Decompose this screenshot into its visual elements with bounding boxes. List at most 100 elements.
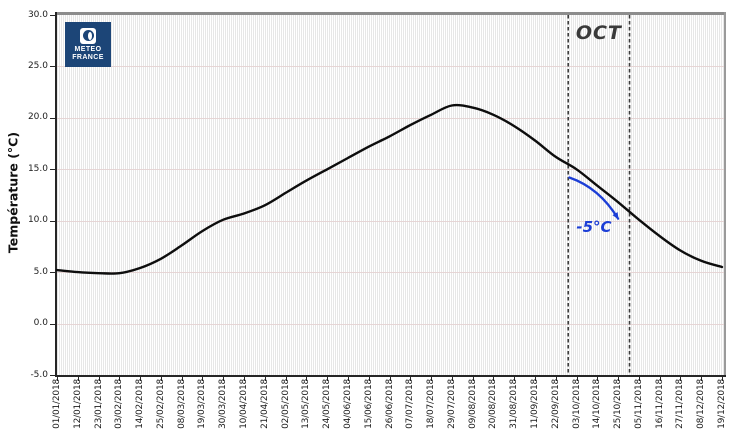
x-tick-label: 08/03/2018 [176, 379, 187, 429]
y-tick-mark [50, 15, 55, 16]
x-tick-mark [327, 377, 329, 381]
x-tick-mark [306, 377, 308, 381]
x-tick-label: 27/11/2018 [675, 379, 686, 429]
plot-border-top [55, 12, 726, 15]
x-tick-label: 21/04/2018 [259, 379, 270, 429]
x-axis-line [55, 375, 726, 377]
x-tick-mark [493, 377, 495, 381]
x-tick-mark [534, 377, 536, 381]
h-gridline [57, 117, 724, 119]
y-tick-label: 10.0 [27, 215, 48, 226]
x-tick-label: 23/01/2018 [93, 379, 104, 429]
x-tick-label: 04/06/2018 [342, 379, 353, 429]
x-tick-mark [618, 377, 620, 381]
h-gridline [57, 272, 724, 274]
x-tick-label: 31/08/2018 [509, 379, 520, 429]
x-tick-mark [181, 377, 183, 381]
x-tick-mark [160, 377, 162, 381]
temp-drop-annotation: -5°C [576, 217, 612, 236]
x-tick-mark [98, 377, 100, 381]
x-tick-mark [472, 377, 474, 381]
h-gridline [57, 323, 724, 325]
x-tick-label: 08/12/2018 [696, 379, 707, 429]
x-tick-label: 12/01/2018 [72, 379, 83, 429]
meteo-france-symbol-icon [80, 27, 96, 44]
plot-border-right [724, 12, 726, 377]
y-tick-label: 0.0 [33, 318, 48, 329]
meteo-france-logo: METEO FRANCE [65, 22, 111, 67]
x-tick-mark [638, 377, 640, 381]
y-tick-label: 5.0 [33, 266, 48, 277]
x-tick-label: 29/07/2018 [446, 379, 457, 429]
x-tick-mark [119, 377, 121, 381]
x-tick-mark [514, 377, 516, 381]
x-tick-mark [77, 377, 79, 381]
plot-area [57, 15, 724, 375]
x-tick-label: 10/04/2018 [239, 379, 250, 429]
h-gridline [57, 66, 724, 68]
y-tick-mark [50, 375, 55, 376]
temperature-curve [55, 103, 724, 275]
x-tick-label: 18/07/2018 [426, 379, 437, 429]
x-tick-mark [659, 377, 661, 381]
october-band-label: OCT [575, 22, 622, 44]
logo-sphere-icon [82, 30, 94, 41]
y-tick-mark [50, 272, 55, 274]
x-tick-label: 09/08/2018 [467, 379, 478, 429]
y-tick-mark [50, 117, 55, 119]
logo-text-line1: METEO [74, 45, 102, 53]
y-tick-label: 25.0 [27, 60, 48, 71]
x-tick-label: 03/10/2018 [571, 379, 582, 429]
x-tick-mark [680, 377, 682, 381]
x-tick-label: 05/11/2018 [633, 379, 644, 429]
x-tick-label: 24/05/2018 [322, 379, 333, 429]
x-tick-label: 15/06/2018 [363, 379, 374, 429]
y-tick-mark [50, 323, 55, 325]
x-tick-label: 03/02/2018 [114, 379, 125, 429]
x-tick-mark [576, 377, 578, 381]
y-tick-label: 20.0 [27, 112, 48, 123]
y-tick-mark [50, 220, 55, 222]
x-tick-mark [389, 377, 391, 381]
x-tick-label: 11/09/2018 [529, 379, 540, 429]
x-tick-label: 14/02/2018 [135, 379, 146, 429]
x-tick-label: 02/05/2018 [280, 379, 291, 429]
y-tick-label: 15.0 [27, 163, 48, 174]
x-tick-mark [223, 377, 225, 381]
y-axis-line [55, 12, 57, 377]
x-tick-mark [285, 377, 287, 381]
x-tick-mark [555, 377, 557, 381]
plot-canvas [55, 15, 724, 375]
y-tick-label: -5.0 [30, 369, 48, 380]
y-tick-mark [50, 169, 55, 171]
x-tick-mark [202, 377, 204, 381]
x-tick-label: 01/01/2018 [52, 379, 62, 429]
x-tick-mark [451, 377, 453, 381]
x-tick-mark [722, 377, 723, 381]
x-tick-label: 25/10/2018 [613, 379, 624, 429]
y-tick-mark [50, 66, 55, 68]
x-tick-mark [368, 377, 370, 381]
x-tick-label: 14/10/2018 [592, 379, 603, 429]
y-tick-label: 30.0 [27, 9, 48, 20]
x-tick-mark [140, 377, 142, 381]
x-tick-mark [410, 377, 412, 381]
x-tick-mark [57, 377, 58, 381]
x-tick-label: 19/12/2018 [717, 379, 727, 429]
temp-drop-arrow-icon [568, 176, 620, 220]
x-tick-mark [347, 377, 349, 381]
x-tick-label: 26/06/2018 [384, 379, 395, 429]
logo-text-line2: FRANCE [72, 53, 104, 61]
x-tick-mark [244, 377, 246, 381]
x-tick-label: 22/09/2018 [550, 379, 561, 429]
x-tick-mark [701, 377, 703, 381]
x-tick-label: 25/02/2018 [155, 379, 166, 429]
h-gridline [57, 220, 724, 222]
x-tick-label: 07/07/2018 [405, 379, 416, 429]
x-tick-mark [431, 377, 433, 381]
x-tick-label: 20/08/2018 [488, 379, 499, 429]
x-tick-mark [264, 377, 266, 381]
x-tick-label: 19/03/2018 [197, 379, 208, 429]
h-gridline [57, 169, 724, 171]
